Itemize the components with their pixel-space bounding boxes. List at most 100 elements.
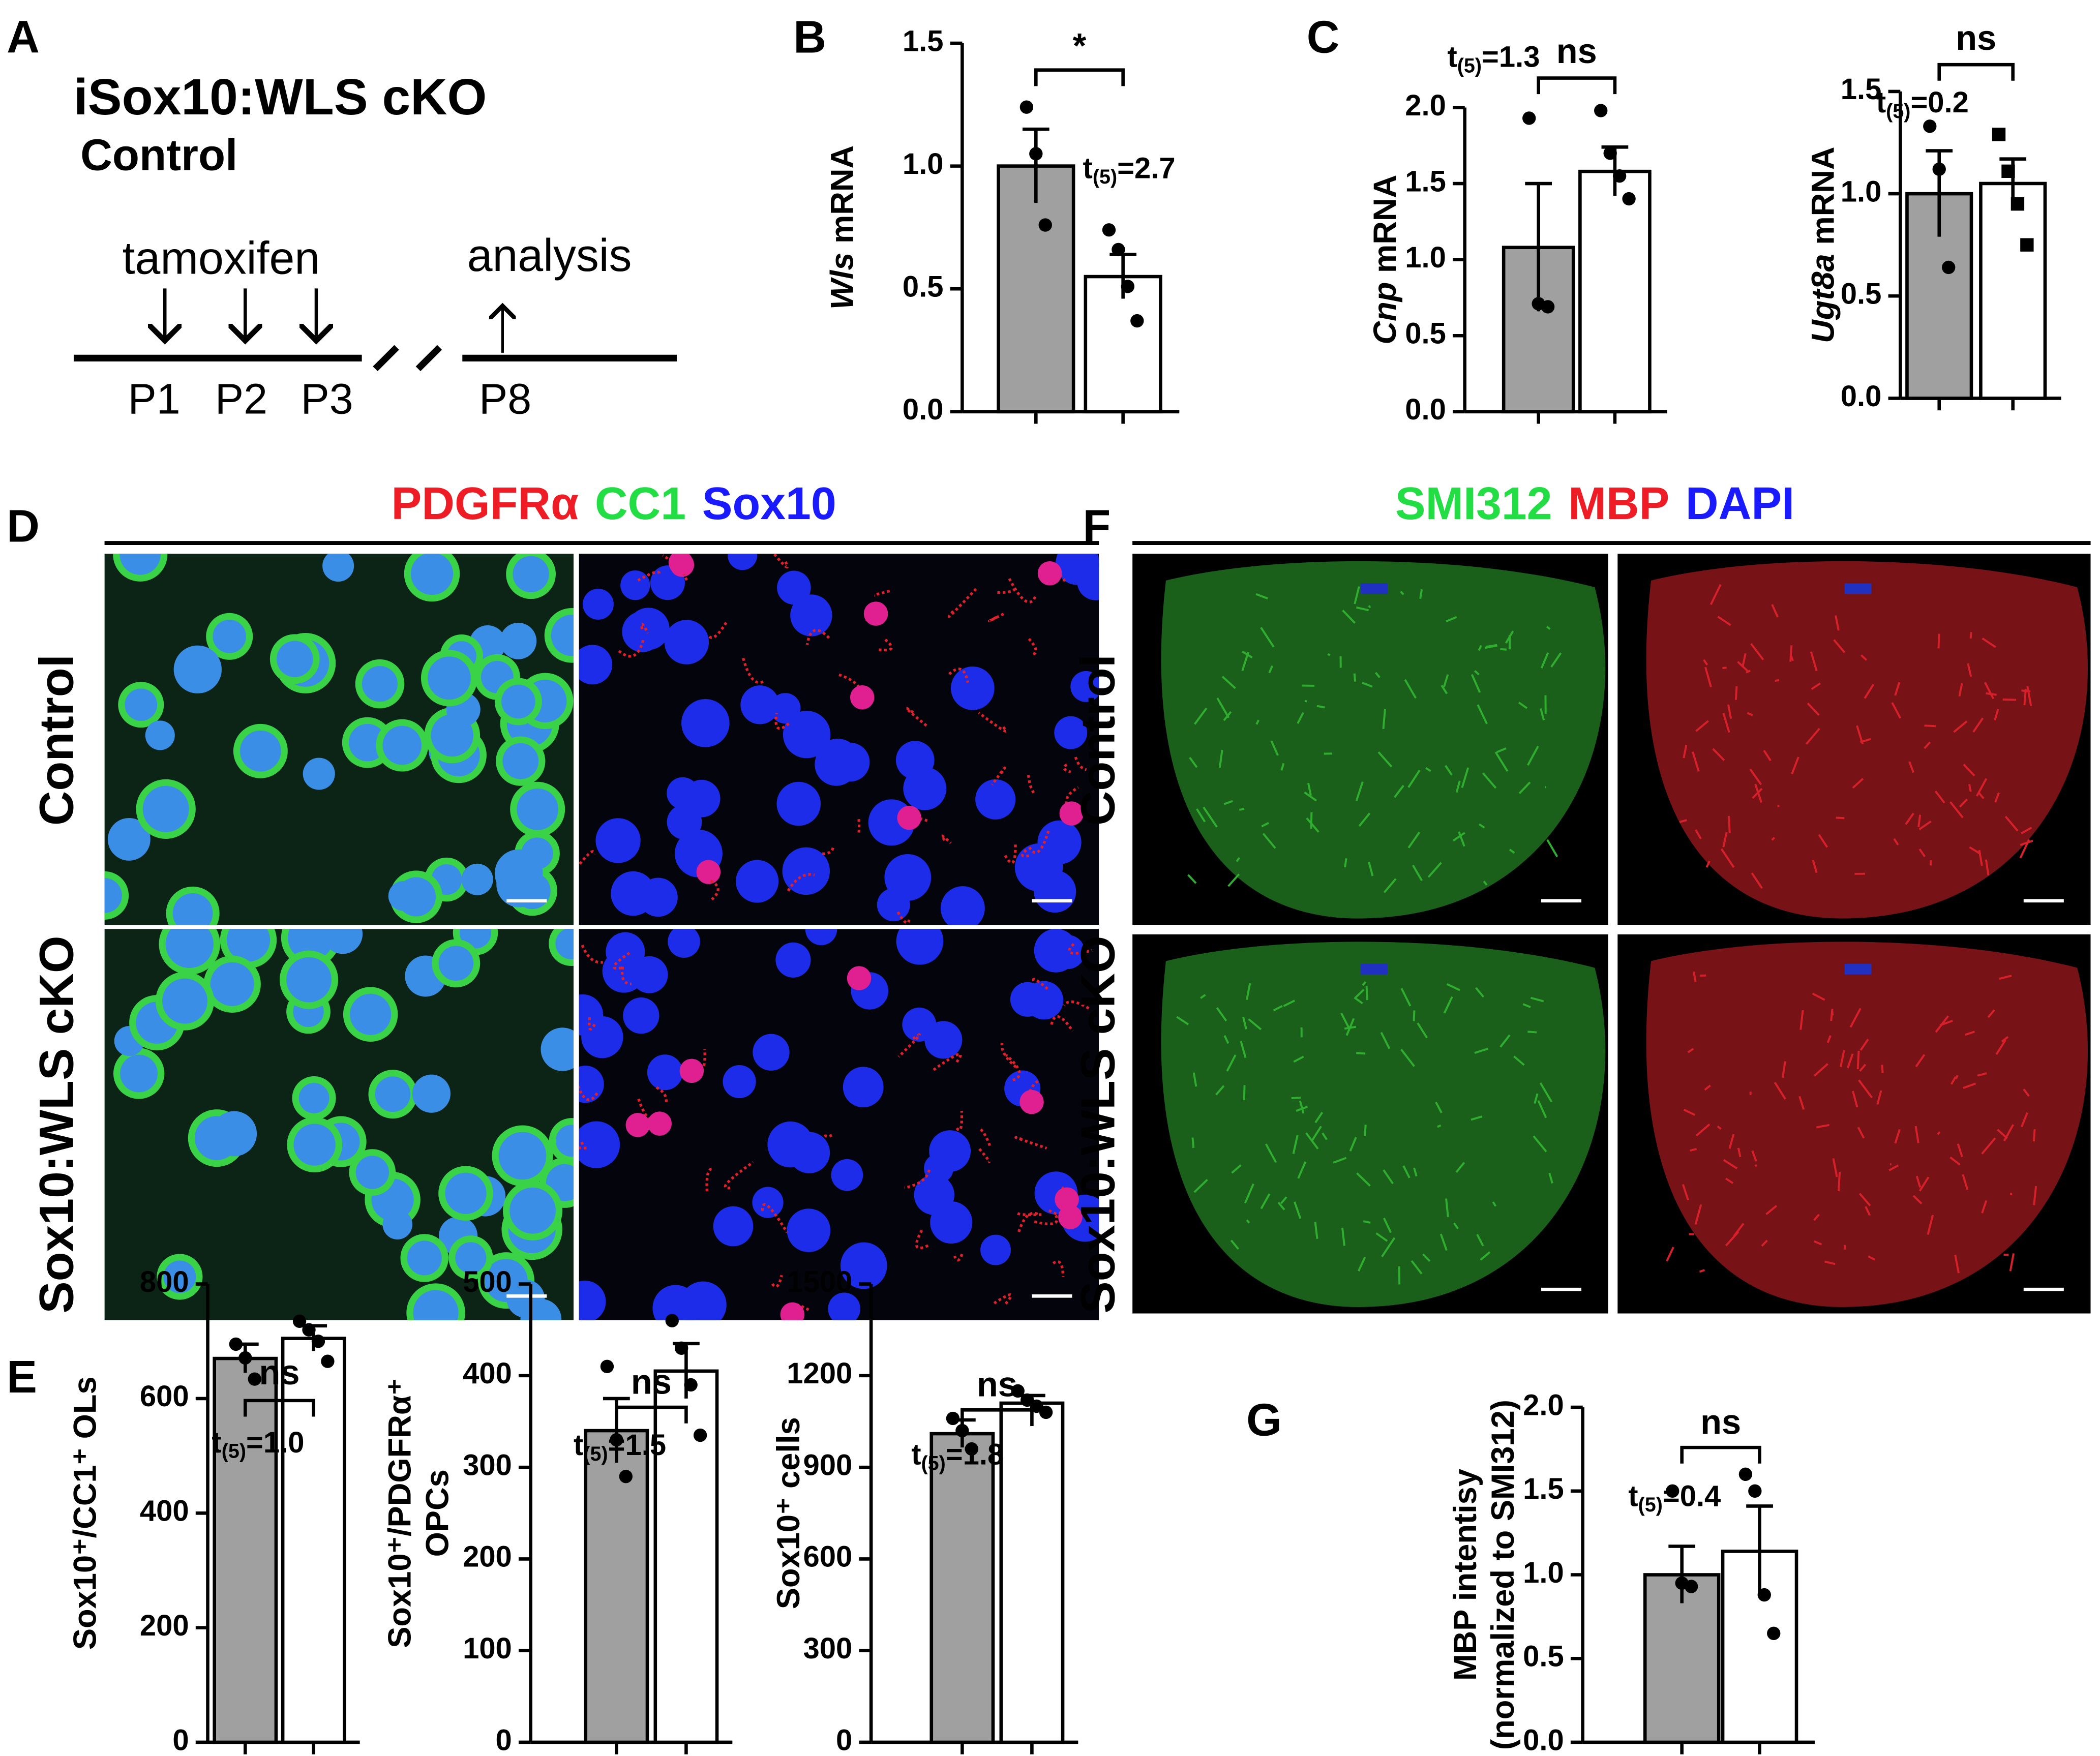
- nucleus: [623, 997, 659, 1034]
- fiber: [1865, 1206, 1871, 1216]
- fiber: [2033, 1186, 2037, 1205]
- process: [978, 1148, 991, 1164]
- fiber: [1859, 1039, 1869, 1051]
- fiber: [1223, 1035, 1229, 1044]
- fiber: [1425, 767, 1431, 772]
- fiber: [1791, 756, 1799, 775]
- y-tick-label: 300: [463, 1449, 512, 1481]
- fiber: [1394, 784, 1404, 798]
- stain-name: CC1: [595, 478, 686, 529]
- data-point: [1121, 280, 1135, 293]
- fiber: [1727, 704, 1732, 719]
- process: [771, 1275, 783, 1288]
- process: [1027, 636, 1038, 656]
- nucleus: [723, 1065, 756, 1099]
- fiber: [1310, 1126, 1322, 1142]
- nucleus: [104, 878, 122, 913]
- fiber: [1226, 1054, 1237, 1072]
- process: [1027, 772, 1035, 794]
- fiber: [1540, 708, 1545, 720]
- y-axis-label: Cnp mRNA: [1367, 175, 1403, 345]
- fiber: [1812, 860, 1818, 873]
- fiber: [1402, 1165, 1411, 1178]
- significance-bracket: [1537, 76, 1617, 95]
- fiber: [1522, 1003, 1531, 1008]
- process: [905, 707, 928, 728]
- fiber: [1296, 1105, 1308, 1112]
- fiber: [1894, 682, 1901, 696]
- fiber: [1888, 1164, 1899, 1171]
- y-tick-label: 2.0: [1523, 1389, 1564, 1421]
- fiber: [1771, 837, 1776, 841]
- significance-bracket: [615, 1405, 688, 1424]
- fiber: [1705, 860, 1711, 868]
- stat-label: t(5)=1.5: [574, 1429, 666, 1465]
- data-point: [1748, 1484, 1762, 1498]
- nucleus: [668, 929, 700, 958]
- y-axis-label: Sox10⁺/CC1⁺ OLs: [67, 1376, 103, 1650]
- fiber: [1419, 589, 1423, 599]
- fiber: [1355, 988, 1365, 998]
- y-axis-label: Sox10⁺ cells: [771, 1417, 806, 1609]
- opc: [847, 966, 872, 990]
- central-canal: [1361, 583, 1388, 594]
- nucleus: [736, 860, 779, 903]
- process: [980, 1128, 992, 1148]
- data-point: [665, 1314, 679, 1327]
- nucleus: [322, 554, 354, 582]
- data-point: [600, 1359, 614, 1374]
- data-point: [2001, 164, 2015, 178]
- nucleus: [555, 929, 574, 959]
- nucleus: [815, 743, 858, 786]
- data-point: [1112, 243, 1125, 257]
- panel-label: E: [7, 1351, 37, 1402]
- fiber: [1905, 812, 1914, 825]
- fiber: [1358, 812, 1371, 827]
- stat-symbol: t: [1447, 41, 1457, 74]
- data-point: [1992, 128, 2006, 141]
- nucleus: [388, 881, 418, 911]
- fiber: [1231, 1164, 1242, 1174]
- data-point: [1039, 1405, 1053, 1419]
- fiber: [1537, 1100, 1547, 1118]
- fiber: [1293, 1055, 1304, 1063]
- process: [1016, 1212, 1042, 1217]
- y-axis-label-part: Sox10⁺ cells: [771, 1417, 806, 1609]
- fiber: [1435, 1102, 1443, 1113]
- stat-text: =1.3: [1482, 41, 1540, 74]
- fiber: [1333, 1157, 1347, 1164]
- bar: [584, 1429, 649, 1744]
- y-tick-label: 1.5: [1405, 165, 1446, 198]
- nucleus: [787, 1208, 831, 1252]
- fiber: [1984, 682, 1995, 700]
- y-tick-label: 0: [836, 1724, 852, 1756]
- day-label: P3: [301, 375, 353, 423]
- fiber: [1876, 1090, 1882, 1105]
- process: [1074, 756, 1087, 771]
- data-point: [1612, 169, 1627, 183]
- stat-label: t(5)=0.4: [1628, 1480, 1721, 1517]
- nucleus: [579, 1121, 620, 1168]
- opc: [863, 601, 888, 626]
- nucleus: [681, 699, 730, 747]
- fiber: [1963, 1082, 1976, 1089]
- bar: [1979, 181, 2047, 400]
- fiber: [1775, 679, 1780, 682]
- fiber: [1859, 1064, 1867, 1072]
- fiber: [1437, 1124, 1442, 1128]
- fiber: [1246, 1219, 1250, 1224]
- stat-label: t(5)=2.7: [1083, 153, 1176, 189]
- micrograph: [104, 929, 574, 1320]
- process: [822, 847, 834, 855]
- nucleus: [713, 1206, 754, 1247]
- data-point: [619, 1469, 633, 1483]
- process: [709, 880, 719, 902]
- y-tick-label: 0.0: [1841, 380, 1882, 413]
- stat-text: =0.4: [1663, 1480, 1721, 1513]
- panel-label: A: [7, 11, 40, 62]
- data-point: [1541, 300, 1555, 314]
- fiber: [1513, 1055, 1525, 1066]
- y-tick-label: 1.5: [1841, 73, 1882, 106]
- fiber: [1908, 761, 1914, 773]
- fiber: [1695, 720, 1709, 732]
